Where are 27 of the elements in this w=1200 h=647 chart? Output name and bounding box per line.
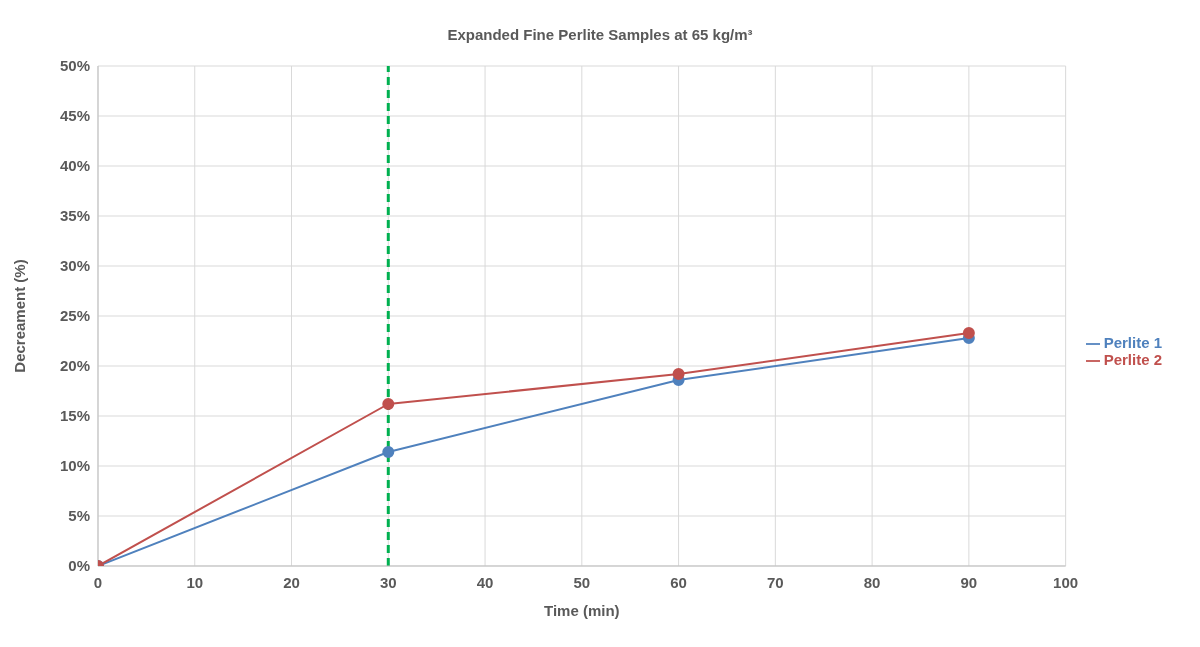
x-tick-label: 70 bbox=[766, 574, 784, 591]
legend-label: Perlite 2 bbox=[1103, 351, 1162, 368]
x-tick-label: 90 bbox=[960, 574, 978, 591]
x-tick-label: 40 bbox=[476, 574, 494, 591]
y-tick-label: 35% bbox=[59, 207, 90, 225]
x-axis-title: Time (min) bbox=[544, 602, 620, 619]
y-tick-label: 5% bbox=[68, 507, 90, 525]
y-tick-label: 15% bbox=[59, 407, 90, 425]
x-tick-label: 20 bbox=[283, 574, 300, 591]
y-tick-label: 45% bbox=[59, 107, 90, 125]
x-tick-label: 80 bbox=[863, 574, 881, 591]
x-tick-label: 60 bbox=[670, 574, 687, 591]
y-axis-title: Decreament (%) bbox=[11, 259, 29, 373]
y-tick-label: 0% bbox=[68, 557, 90, 575]
y-tick-label: 10% bbox=[59, 457, 90, 475]
x-tick-label: 10 bbox=[186, 574, 204, 591]
x-tick-label: 0 bbox=[93, 574, 103, 591]
x-tick-label: 50 bbox=[573, 574, 591, 591]
y-tick-label: 20% bbox=[59, 357, 90, 375]
y-tick-label: 40% bbox=[59, 157, 90, 175]
y-tick-label: 50% bbox=[59, 57, 90, 75]
x-tick-label: 100 bbox=[1053, 574, 1079, 591]
chart-title: Expanded Fine Perlite Samples at 65 kg/m³ bbox=[446, 25, 754, 45]
x-tick-label: 30 bbox=[379, 574, 397, 591]
y-tick-label: 30% bbox=[59, 257, 90, 275]
legend-label: Perlite 1 bbox=[1103, 333, 1162, 351]
y-tick-label: 25% bbox=[59, 307, 90, 325]
